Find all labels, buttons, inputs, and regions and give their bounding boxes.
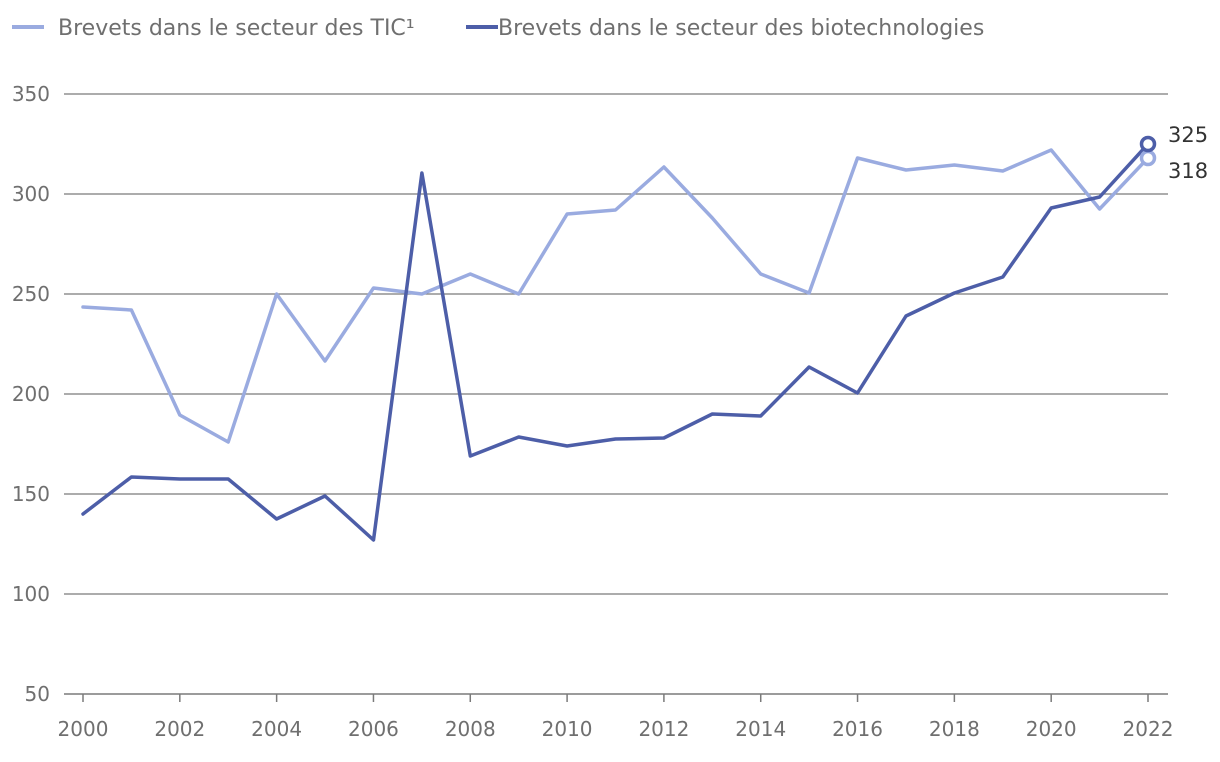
- series-line-ict: [81, 148, 1150, 444]
- x-tick-label: 2000: [58, 717, 109, 741]
- series-lines: [81, 142, 1150, 542]
- y-tick-label: 50: [25, 682, 50, 706]
- y-tick-label: 350: [12, 82, 50, 106]
- end-marker-biotech: [1139, 135, 1157, 153]
- x-tick-label: 2008: [445, 717, 496, 741]
- grid: 50 100 150 200 250 300 350: [12, 82, 1168, 706]
- y-tick-label: 250: [12, 282, 50, 306]
- y-tick-label: 300: [12, 182, 50, 206]
- end-marker-ict: [1139, 149, 1157, 167]
- x-tick-label: 2022: [1123, 717, 1174, 741]
- end-label-ict: 318: [1168, 159, 1208, 183]
- y-tick-label: 100: [12, 582, 50, 606]
- end-label-biotech: 325: [1168, 123, 1208, 147]
- x-tick-label: 2020: [1026, 717, 1077, 741]
- legend: Brevets dans le secteur des TIC¹ Brevets…: [12, 16, 984, 41]
- x-tick-label: 2010: [542, 717, 593, 741]
- y-tick-label: 200: [12, 382, 50, 406]
- x-tick-label: 2006: [348, 717, 399, 741]
- x-tick-label: 2012: [638, 717, 689, 741]
- x-tick-label: 2018: [929, 717, 980, 741]
- x-tick-label: 2004: [251, 717, 302, 741]
- y-tick-label: 150: [12, 482, 50, 506]
- legend-label-biotech: Brevets dans le secteur des biotechnolog…: [498, 16, 984, 41]
- x-tick-label: 2016: [832, 717, 883, 741]
- end-markers: 318 325: [1139, 123, 1208, 183]
- axes: 2000 2002 2004 2006 2008 2010 2012 2014 2016 2018…: [58, 693, 1174, 741]
- x-tick-label: 2002: [154, 717, 205, 741]
- series-line-biotech: [81, 142, 1150, 542]
- legend-label-ict: Brevets dans le secteur des TIC¹: [58, 16, 415, 41]
- x-tick-label: 2014: [735, 717, 786, 741]
